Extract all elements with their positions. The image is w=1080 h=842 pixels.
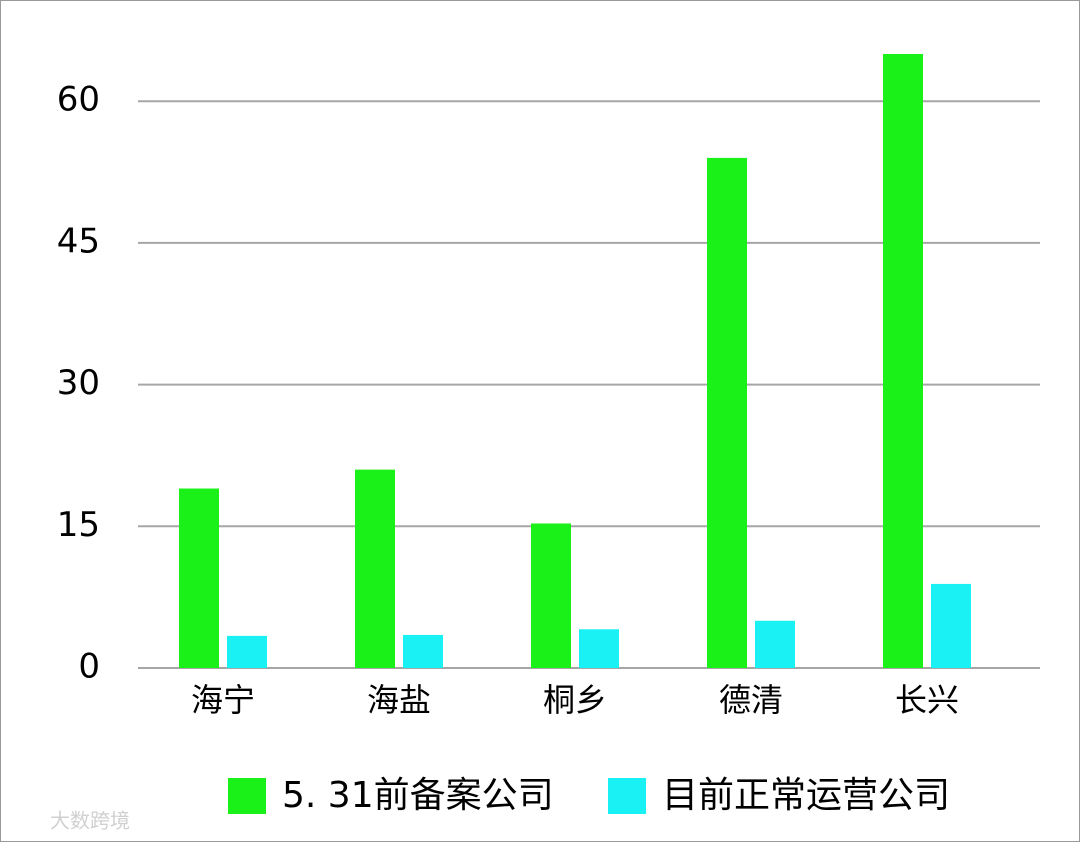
y-tick-label: 45 (57, 221, 100, 261)
bar (179, 488, 219, 668)
bar (931, 583, 971, 668)
y-tick-label: 15 (57, 505, 100, 545)
x-tick-label: 海宁 (191, 681, 255, 719)
bar (883, 54, 923, 668)
bar (579, 629, 619, 668)
legend-swatch (608, 778, 646, 814)
bar (755, 620, 795, 668)
bar (227, 635, 267, 668)
y-tick-label: 0 (78, 647, 100, 687)
x-tick-label: 桐乡 (543, 681, 607, 719)
bar (403, 634, 443, 668)
watermark: 大数跨境 (50, 809, 130, 833)
bar (355, 469, 395, 668)
y-tick-label: 30 (57, 363, 100, 403)
y-tick-label: 60 (57, 80, 100, 120)
bar (531, 523, 571, 668)
x-tick-label: 长兴 (895, 681, 959, 719)
legend-swatch (228, 778, 266, 814)
bar (707, 157, 747, 668)
legend-label: 5. 31前备案公司 (282, 775, 554, 816)
legend-label: 目前正常运营公司 (662, 775, 950, 816)
x-tick-label: 海盐 (367, 681, 431, 719)
x-tick-label: 德清 (719, 681, 783, 719)
